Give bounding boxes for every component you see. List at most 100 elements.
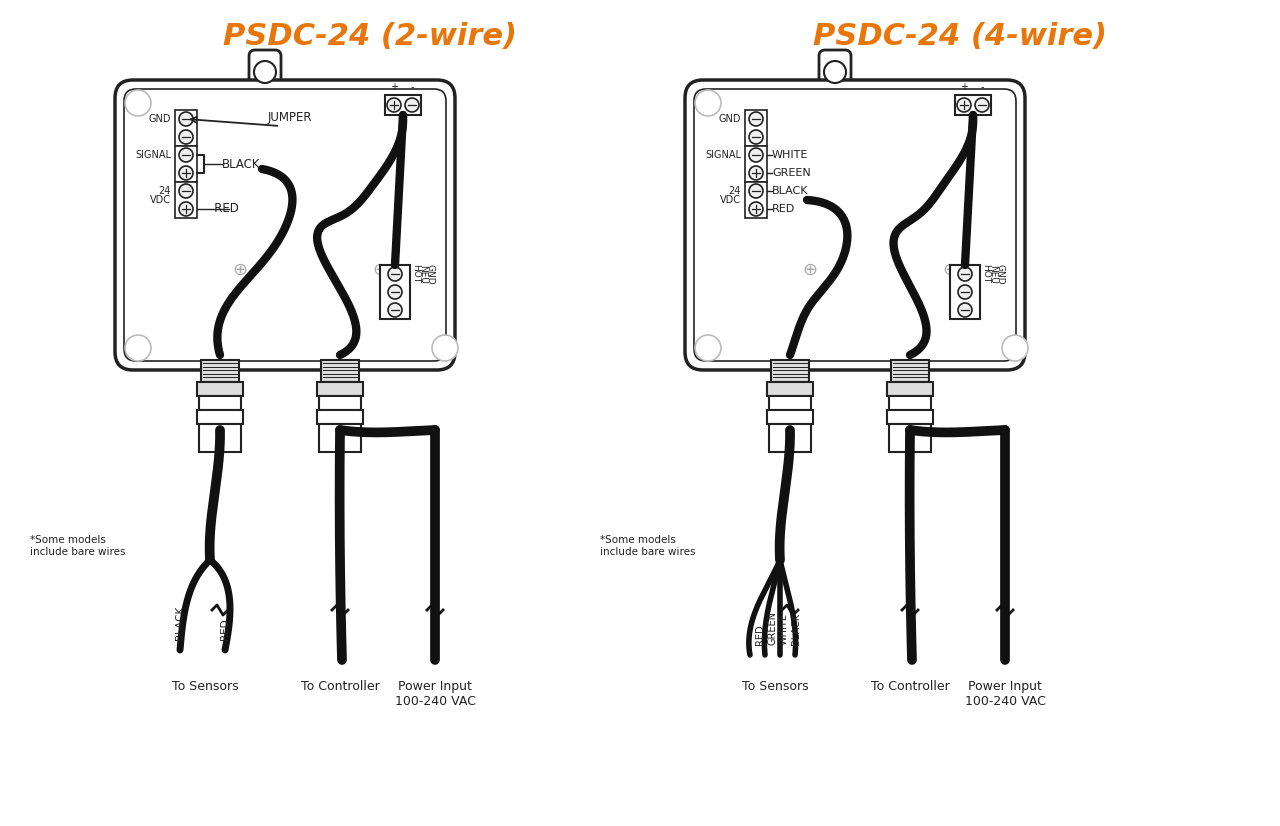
Circle shape [749, 130, 763, 144]
Bar [887, 382, 933, 396]
Text: GND: GND [425, 263, 434, 284]
Text: BLACK: BLACK [175, 605, 186, 640]
FancyBboxPatch shape [124, 89, 445, 361]
Text: Power Input
100-240 VAC: Power Input 100-240 VAC [965, 680, 1046, 708]
Bar [317, 382, 364, 396]
Bar [198, 424, 241, 452]
Bar [175, 110, 197, 146]
Circle shape [749, 112, 763, 126]
Text: WHITE: WHITE [772, 150, 809, 160]
Text: SIGNAL: SIGNAL [705, 150, 741, 160]
Bar [887, 410, 933, 424]
Circle shape [179, 130, 193, 144]
Circle shape [975, 98, 989, 112]
Text: RED: RED [204, 202, 239, 216]
Text: 24: 24 [728, 186, 741, 196]
Text: ⊕: ⊕ [803, 261, 818, 279]
Circle shape [695, 335, 721, 361]
Circle shape [179, 184, 193, 198]
Text: NEU: NEU [419, 264, 428, 283]
Text: RED: RED [772, 204, 795, 214]
Bar [197, 410, 243, 424]
Text: ⊕: ⊕ [942, 261, 957, 279]
FancyBboxPatch shape [694, 89, 1016, 361]
Circle shape [125, 335, 151, 361]
Text: RED: RED [220, 619, 230, 640]
Bar [175, 182, 197, 218]
Text: JUMPER: JUMPER [268, 112, 312, 125]
Text: *Some models
include bare wires: *Some models include bare wires [29, 535, 125, 557]
Text: +: + [390, 82, 398, 92]
Text: WHITE: WHITE [780, 613, 788, 645]
Text: To Controller: To Controller [301, 680, 379, 693]
Text: PSDC-24 (4-wire): PSDC-24 (4-wire) [813, 22, 1107, 51]
Circle shape [179, 112, 193, 126]
Text: VDC: VDC [719, 195, 741, 205]
Bar [950, 265, 980, 319]
Circle shape [179, 148, 193, 162]
Circle shape [1002, 335, 1028, 361]
Circle shape [433, 335, 458, 361]
FancyBboxPatch shape [685, 80, 1025, 370]
Text: SIGNAL: SIGNAL [134, 150, 172, 160]
Text: ⊕: ⊕ [372, 261, 388, 279]
Text: HOT: HOT [980, 264, 989, 283]
Bar [321, 360, 358, 382]
Bar [319, 424, 361, 452]
Text: Power Input
100-240 VAC: Power Input 100-240 VAC [394, 680, 475, 708]
Text: GND: GND [718, 114, 741, 124]
Bar [890, 424, 931, 452]
Bar [771, 360, 809, 382]
Bar [891, 360, 929, 382]
Circle shape [253, 61, 276, 83]
Bar [769, 396, 812, 410]
Circle shape [749, 166, 763, 180]
Circle shape [388, 267, 402, 281]
Bar [767, 410, 813, 424]
Text: BLACK: BLACK [791, 613, 801, 645]
Text: To Sensors: To Sensors [741, 680, 808, 693]
Circle shape [179, 166, 193, 180]
FancyBboxPatch shape [115, 80, 454, 370]
Bar [319, 396, 361, 410]
Circle shape [957, 267, 972, 281]
Circle shape [749, 184, 763, 198]
Circle shape [179, 202, 193, 216]
Text: RED: RED [755, 624, 765, 645]
Circle shape [125, 90, 151, 116]
Text: GND: GND [148, 114, 172, 124]
Text: 24: 24 [159, 186, 172, 196]
Circle shape [957, 98, 972, 112]
Text: NEU: NEU [988, 264, 997, 283]
Bar [385, 95, 421, 115]
Text: GREEN: GREEN [767, 611, 777, 645]
Text: GND: GND [995, 263, 1004, 284]
Bar [745, 110, 767, 146]
Circle shape [388, 285, 402, 299]
Text: *Some models
include bare wires: *Some models include bare wires [600, 535, 695, 557]
Bar [745, 182, 767, 218]
Circle shape [695, 90, 721, 116]
Text: VDC: VDC [150, 195, 172, 205]
Text: HOT: HOT [411, 264, 420, 283]
Circle shape [824, 61, 846, 83]
FancyBboxPatch shape [819, 50, 851, 90]
Bar [769, 424, 812, 452]
Text: BLACK: BLACK [772, 186, 809, 196]
Bar [201, 360, 239, 382]
Text: ⊕: ⊕ [233, 261, 247, 279]
Circle shape [749, 148, 763, 162]
Circle shape [387, 98, 401, 112]
Text: BLACK: BLACK [221, 158, 261, 170]
Circle shape [957, 285, 972, 299]
Circle shape [957, 303, 972, 317]
Bar [745, 146, 767, 182]
Text: -: - [411, 82, 413, 92]
Circle shape [749, 202, 763, 216]
Bar [317, 410, 364, 424]
Bar [197, 382, 243, 396]
Bar [955, 95, 991, 115]
Bar [175, 146, 197, 182]
Circle shape [404, 98, 419, 112]
Text: To Controller: To Controller [870, 680, 950, 693]
